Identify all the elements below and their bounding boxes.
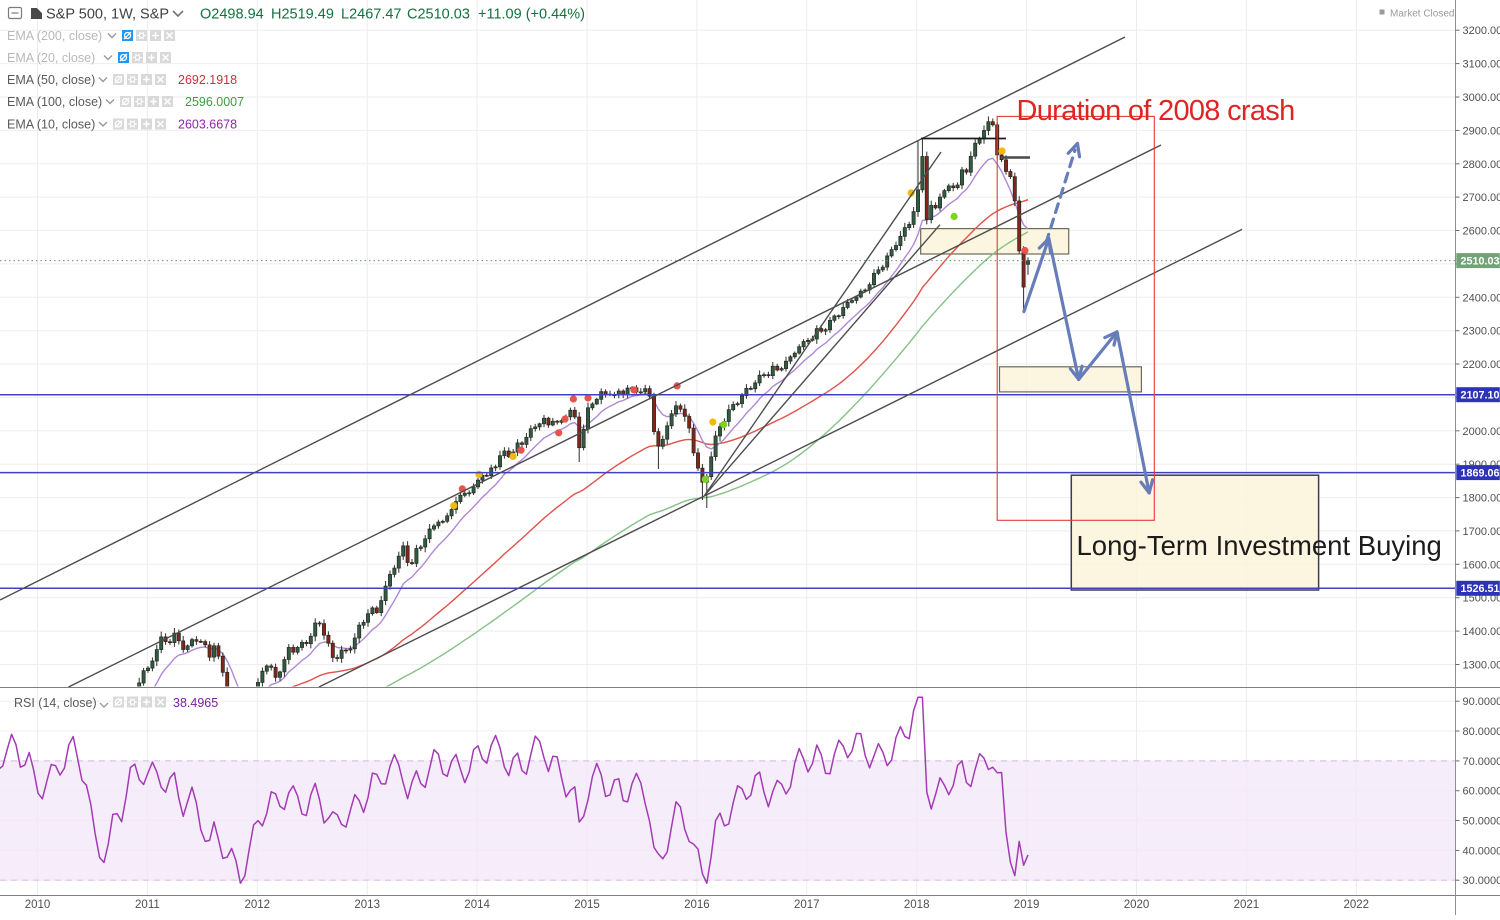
svg-text:1869.06: 1869.06 [1461,467,1500,479]
svg-text:2596.0007: 2596.0007 [185,95,244,109]
svg-text:EMA (50, close): EMA (50, close) [7,73,95,87]
svg-text:70.0000: 70.0000 [1463,756,1500,768]
svg-text:EMA (20, close): EMA (20, close) [7,51,95,65]
svg-text:2300.00: 2300.00 [1463,326,1500,338]
svg-text:2021: 2021 [1234,899,1260,911]
svg-text:38.4965: 38.4965 [173,696,218,710]
svg-text:2020: 2020 [1124,899,1150,911]
svg-text:1600.00: 1600.00 [1463,559,1500,571]
svg-text:2012: 2012 [245,899,271,911]
svg-text:40.0000: 40.0000 [1463,845,1500,857]
svg-text:90.0000: 90.0000 [1463,696,1500,708]
svg-text:2692.1918: 2692.1918 [178,73,237,87]
svg-text:2015: 2015 [574,899,600,911]
svg-text:30.0000: 30.0000 [1463,875,1500,887]
svg-text:3200.00: 3200.00 [1463,25,1500,37]
svg-text:2200.00: 2200.00 [1463,359,1500,371]
svg-text:2014: 2014 [464,899,490,911]
svg-text:2016: 2016 [684,899,710,911]
svg-text:2022: 2022 [1344,899,1370,911]
svg-text:3000.00: 3000.00 [1463,92,1500,104]
svg-text:O2498.94: O2498.94 [200,7,264,23]
svg-text:C2510.03: C2510.03 [407,7,470,23]
svg-text:80.0000: 80.0000 [1463,726,1500,738]
svg-text:1300.00: 1300.00 [1463,660,1500,672]
svg-text:60.0000: 60.0000 [1463,786,1500,798]
svg-text:+11.09 (+0.44%): +11.09 (+0.44%) [478,7,585,23]
svg-text:2600.00: 2600.00 [1463,226,1500,238]
svg-text:1526.51: 1526.51 [1461,583,1500,595]
svg-text:3100.00: 3100.00 [1463,59,1500,71]
svg-text:2018: 2018 [904,899,930,911]
svg-text:RSI (14, close): RSI (14, close) [14,696,97,710]
svg-text:2700.00: 2700.00 [1463,192,1500,204]
svg-text:Long-Term Investment Buying: Long-Term Investment Buying [1077,530,1442,561]
svg-text:H2519.49: H2519.49 [271,7,334,23]
svg-text:1800.00: 1800.00 [1463,493,1500,505]
svg-text:2900.00: 2900.00 [1463,125,1500,137]
svg-text:2010: 2010 [25,899,51,911]
svg-text:Duration of 2008 crash: Duration of 2008 crash [1017,95,1295,127]
svg-text:2013: 2013 [354,899,380,911]
svg-text:EMA (100, close): EMA (100, close) [7,95,102,109]
svg-text:S&P 500, 1W, S&P: S&P 500, 1W, S&P [46,7,169,23]
svg-text:2000.00: 2000.00 [1463,426,1500,438]
svg-text:2017: 2017 [794,899,820,911]
svg-text:Market Closed: Market Closed [1390,8,1454,19]
svg-text:2019: 2019 [1014,899,1040,911]
svg-text:1400.00: 1400.00 [1463,626,1500,638]
svg-text:2510.03: 2510.03 [1461,255,1500,267]
svg-text:2011: 2011 [135,899,160,911]
svg-text:EMA (10, close): EMA (10, close) [7,118,95,132]
svg-text:2800.00: 2800.00 [1463,159,1500,171]
svg-text:2603.6678: 2603.6678 [178,118,237,132]
svg-text:1700.00: 1700.00 [1463,526,1500,538]
svg-text:EMA (200, close): EMA (200, close) [7,29,102,43]
svg-text:2400.00: 2400.00 [1463,292,1500,304]
svg-text:50.0000: 50.0000 [1463,816,1500,828]
svg-text:2107.10: 2107.10 [1461,390,1500,402]
svg-text:L2467.47: L2467.47 [341,7,401,23]
